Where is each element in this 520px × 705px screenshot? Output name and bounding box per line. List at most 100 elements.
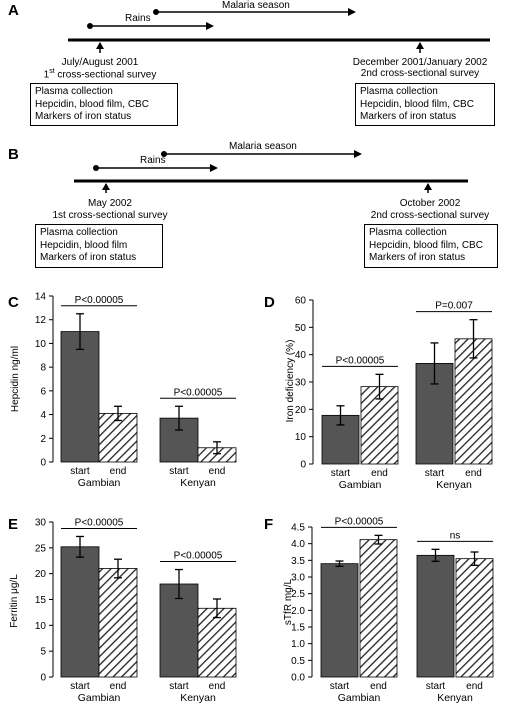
y-tick-label-c-3: 6 (40, 386, 46, 397)
annotation-d-0: P<0.00005 (336, 355, 385, 366)
x-tick-label-d-kenyan-start: start (425, 468, 445, 479)
y-tick-label-e-6: 30 (35, 518, 47, 529)
malaria-arrow-a (153, 8, 356, 16)
malaria-label-a: Malaria season (222, 0, 290, 11)
bar-e-gambian-end (98, 568, 138, 678)
survey-marker-a2 (416, 42, 424, 53)
y-tick-label-e-2: 10 (35, 621, 47, 632)
y-tick-label-e-4: 20 (35, 569, 47, 580)
y-tick-label-f-9: 4.5 (291, 523, 305, 534)
x-tick-label-d-kenyan-end: end (465, 468, 482, 479)
y-tick-label-e-3: 15 (35, 595, 47, 606)
bar-e-kenyan-end (197, 607, 237, 678)
panel-label-a: A (8, 2, 19, 19)
panel-label-e: E (8, 516, 18, 533)
survey-marker-b2 (424, 183, 432, 193)
bar-e-kenyan-start (159, 583, 199, 678)
annotation-e-1: P<0.00005 (174, 551, 223, 562)
rains-label-b: Rains (140, 155, 166, 166)
bar-e-gambian-start (60, 546, 100, 678)
annotation-e-0: P<0.00005 (75, 517, 124, 528)
y-tick-label-f-7: 3.5 (291, 556, 305, 567)
survey1-title-a: 1st cross-sectional survey (43, 68, 157, 81)
y-axis-title-e: Ferritin μg/L (9, 574, 20, 628)
survey-marker-b1 (102, 183, 110, 193)
y-tick-label-e-5: 25 (35, 543, 47, 554)
x-tick-label-d-gambian-start: start (331, 468, 351, 479)
x-tick-label-e-kenyan-end: end (209, 681, 226, 692)
measures-box-a1: Plasma collection Hepcidin, blood film, C… (30, 83, 178, 126)
y-tick-label-f-6: 3.0 (291, 573, 305, 584)
timeline-b (74, 150, 468, 193)
panel-label-f: F (264, 516, 273, 533)
x-tick-label-c-gambian-start: start (70, 466, 90, 477)
rains-arrow-a (87, 22, 214, 30)
y-tick-label-d-3: 30 (295, 378, 307, 389)
y-axis-title-d: Iron deficiency (%) (285, 340, 296, 423)
y-tick-label-f-5: 2.5 (291, 589, 305, 600)
bar-c-gambian-start (60, 331, 100, 463)
x-tick-label-f-gambian-end: end (370, 681, 387, 692)
panel-label-c: C (8, 294, 19, 311)
y-tick-label-d-2: 20 (295, 405, 307, 416)
group-label-e-kenyan: Kenyan (180, 692, 216, 704)
y-tick-label-c-2: 4 (40, 410, 46, 421)
survey2-date-b: October 2002 (399, 198, 461, 209)
y-axis-title-c: Hepcidin ng/ml (10, 346, 21, 412)
survey-marker-a1 (96, 42, 104, 53)
y-tick-label-c-1: 2 (40, 434, 46, 445)
annotation-c-0: P<0.00005 (75, 295, 124, 306)
timeline-a (68, 8, 490, 53)
y-tick-label-c-7: 14 (35, 292, 47, 303)
x-tick-label-c-kenyan-start: start (169, 466, 189, 477)
x-tick-label-e-gambian-start: start (70, 681, 90, 692)
bar-c-gambian-end (98, 412, 138, 463)
y-tick-label-f-8: 4.0 (291, 539, 305, 550)
x-tick-label-e-kenyan-start: start (169, 681, 189, 692)
y-tick-label-c-0: 0 (40, 458, 46, 469)
annotation-f-0: P<0.00005 (335, 516, 384, 527)
y-axis-title-f: sTfR mg/L (283, 579, 294, 626)
group-label-c-kenyan: Kenyan (180, 477, 216, 489)
survey1-date-b: May 2002 (88, 198, 132, 209)
group-label-e-gambian: Gambian (78, 692, 121, 704)
survey2-title-a: 2nd cross-sectional survey (360, 68, 480, 79)
panel-label-d: D (264, 294, 275, 311)
y-tick-label-c-4: 8 (40, 363, 46, 374)
survey2-title-b: 2nd cross-sectional survey (370, 210, 490, 221)
x-tick-label-f-kenyan-end: end (466, 681, 483, 692)
bar-f-gambian-start (320, 563, 359, 678)
malaria-label-b: Malaria season (229, 141, 297, 152)
rains-label-a: Rains (125, 13, 151, 24)
survey1-title-b: 1st cross-sectional survey (52, 210, 168, 221)
group-label-d-gambian: Gambian (339, 479, 382, 491)
y-tick-label-d-0: 0 (300, 460, 306, 471)
y-tick-label-d-1: 10 (295, 432, 307, 443)
survey2-date-a: December 2001/January 2002 (352, 57, 488, 68)
rains-arrow-b (93, 164, 218, 172)
y-tick-label-e-1: 5 (40, 647, 46, 658)
y-tick-label-f-1: 0.5 (291, 656, 305, 667)
bar-f-kenyan-start (416, 554, 455, 678)
x-tick-label-d-gambian-end: end (371, 468, 388, 479)
x-tick-label-f-gambian-start: start (330, 681, 350, 692)
x-tick-label-c-gambian-end: end (110, 466, 127, 477)
group-label-f-gambian: Gambian (338, 692, 381, 704)
bar-f-gambian-end (359, 539, 398, 678)
x-tick-label-e-gambian-end: end (110, 681, 127, 692)
y-tick-label-c-5: 10 (35, 339, 47, 350)
survey1-date-a: July/August 2001 (61, 57, 139, 68)
measures-box-b1: Plasma collection Hepcidin, blood film Mar… (35, 224, 163, 268)
malaria-arrow-b (161, 150, 362, 158)
y-tick-label-f-3: 1.5 (291, 623, 305, 634)
measures-box-a2: Plasma collection Hepcidin, blood film, C… (355, 83, 495, 126)
annotation-f-1: ns (450, 530, 461, 541)
y-tick-label-f-2: 1.0 (291, 639, 305, 650)
x-tick-label-c-kenyan-end: end (209, 466, 226, 477)
y-tick-label-f-0: 0.0 (291, 673, 305, 684)
bar-f-kenyan-end (455, 558, 494, 678)
group-label-d-kenyan: Kenyan (436, 479, 472, 491)
y-tick-label-d-5: 50 (295, 323, 307, 334)
annotation-d-1: P=0.007 (435, 301, 473, 312)
